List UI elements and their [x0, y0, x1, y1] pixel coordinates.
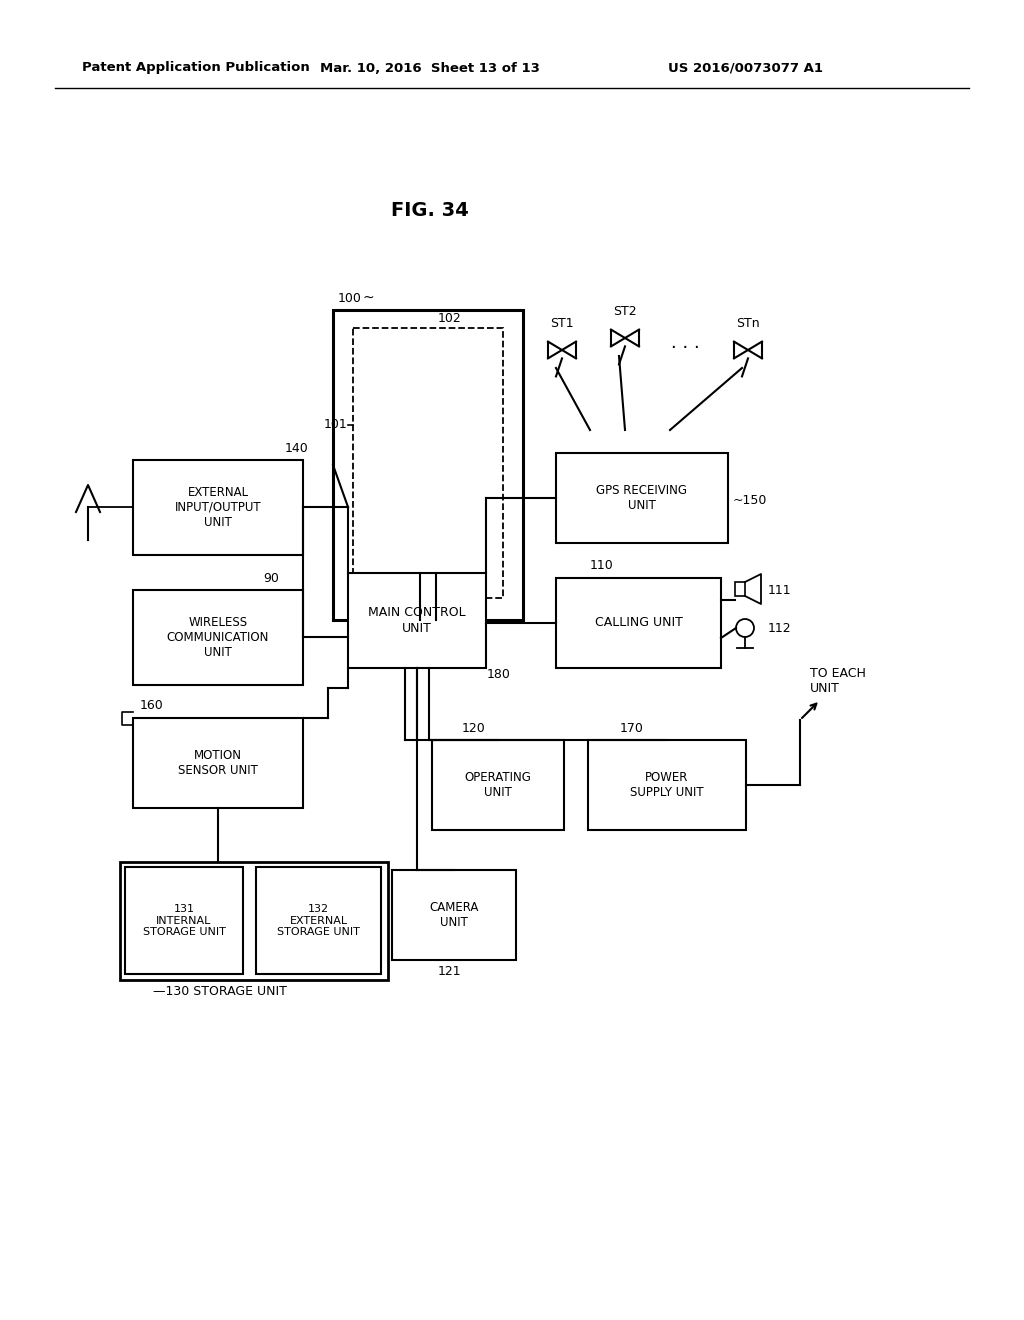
Text: WIRELESS
COMMUNICATION
UNIT: WIRELESS COMMUNICATION UNIT [167, 616, 269, 659]
Text: 110: 110 [590, 558, 613, 572]
Bar [333, 310, 523, 620]
Text: 160: 160 [140, 700, 164, 711]
Text: GPS RECEIVING
UNIT: GPS RECEIVING UNIT [597, 484, 687, 512]
Bar [556, 578, 721, 668]
Text: ST1: ST1 [550, 317, 573, 330]
Text: EXTERNAL
INPUT/OUTPUT
UNIT: EXTERNAL INPUT/OUTPUT UNIT [175, 486, 261, 529]
Bar [348, 573, 486, 668]
Text: 112: 112 [768, 622, 792, 635]
Text: ST2: ST2 [613, 305, 637, 318]
Text: · · ·: · · · [671, 339, 699, 356]
Text: 140: 140 [285, 442, 308, 455]
Text: 102: 102 [438, 312, 462, 325]
Bar [392, 870, 516, 960]
Bar [125, 867, 243, 974]
Bar [735, 582, 745, 597]
Bar [133, 718, 303, 808]
Text: 120: 120 [462, 722, 485, 735]
Text: 121: 121 [438, 965, 462, 978]
Bar [133, 590, 303, 685]
Text: OPERATING
UNIT: OPERATING UNIT [465, 771, 531, 799]
Bar [133, 459, 303, 554]
Bar [120, 862, 388, 979]
Text: Patent Application Publication: Patent Application Publication [82, 62, 309, 74]
Text: 100: 100 [338, 292, 361, 305]
Bar [353, 327, 503, 598]
Text: 111: 111 [768, 583, 792, 597]
Bar [588, 741, 746, 830]
Text: 170: 170 [620, 722, 644, 735]
Text: CALLING UNIT: CALLING UNIT [595, 616, 682, 630]
Text: Mar. 10, 2016  Sheet 13 of 13: Mar. 10, 2016 Sheet 13 of 13 [321, 62, 540, 74]
Text: ~150: ~150 [733, 494, 767, 507]
Text: 90: 90 [263, 572, 279, 585]
Text: 132
EXTERNAL
STORAGE UNIT: 132 EXTERNAL STORAGE UNIT [278, 904, 360, 937]
Text: MOTION
SENSOR UNIT: MOTION SENSOR UNIT [178, 748, 258, 777]
Text: CAMERA
UNIT: CAMERA UNIT [429, 902, 478, 929]
Bar [556, 453, 728, 543]
Text: ~: ~ [362, 290, 375, 305]
Text: 131
INTERNAL
STORAGE UNIT: 131 INTERNAL STORAGE UNIT [142, 904, 225, 937]
Text: STn: STn [736, 317, 760, 330]
Bar [432, 741, 564, 830]
Text: FIG. 34: FIG. 34 [391, 201, 469, 219]
Bar [256, 867, 381, 974]
Text: US 2016/0073077 A1: US 2016/0073077 A1 [668, 62, 823, 74]
Text: 180: 180 [487, 668, 511, 681]
Text: POWER
SUPPLY UNIT: POWER SUPPLY UNIT [630, 771, 703, 799]
Text: TO EACH
UNIT: TO EACH UNIT [810, 667, 866, 696]
Text: —130 STORAGE UNIT: —130 STORAGE UNIT [153, 985, 287, 998]
Text: 101: 101 [324, 418, 347, 432]
Text: MAIN CONTROL
UNIT: MAIN CONTROL UNIT [369, 606, 466, 635]
